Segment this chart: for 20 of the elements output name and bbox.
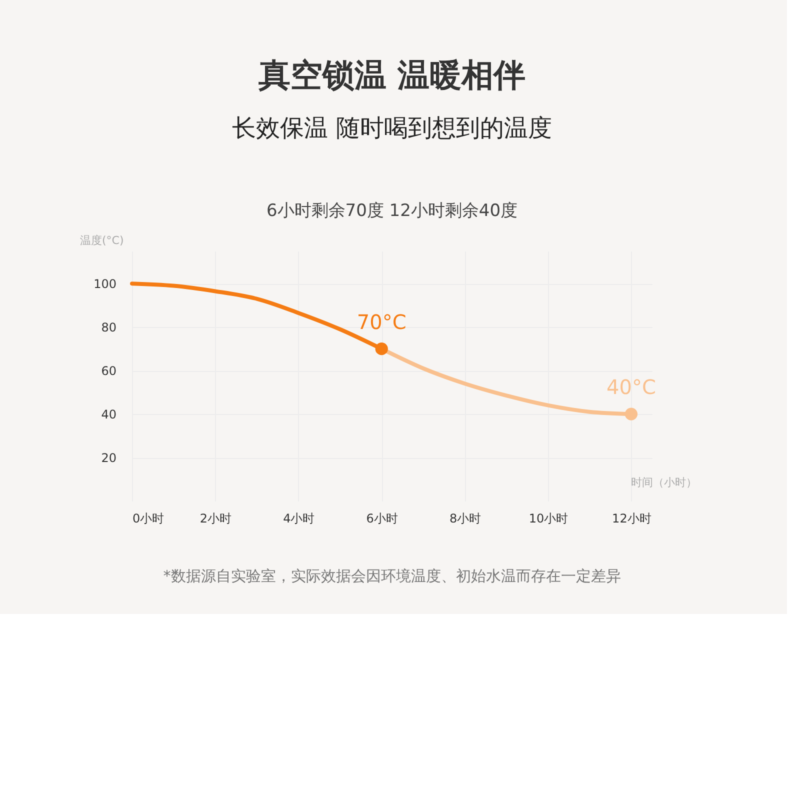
y-tick-label: 80 [101, 320, 116, 335]
y-tick-label: 40 [101, 408, 116, 422]
text: *数据源自实验室，实际效据会因环境温度、初始水温而存在一定差异 [163, 567, 621, 585]
x-tick-label: 12小时 [612, 512, 652, 526]
y-tick-label: 60 [101, 364, 116, 378]
annotation: 40°C [606, 375, 656, 400]
x-axis-title: 时间（小时） [631, 476, 697, 489]
annotation: 70°C [356, 310, 406, 334]
x-tick-label: 8小时 [449, 512, 482, 526]
y-axis-title: 温度(°C) [80, 234, 124, 247]
x-tick-label: 6小时 [366, 512, 398, 526]
x-tick-label: 0小时 [132, 512, 164, 526]
x-tick-label: 2小时 [200, 512, 232, 526]
y-tick-label: 20 [101, 451, 116, 466]
chart-subtitle: 长效保温 随时喝到想到的温度 [232, 114, 552, 142]
x-tick-label: 10小时 [528, 512, 568, 526]
chart-title: 真空锁温 温暖相伴 [257, 56, 526, 94]
x-tick-label: 4小时 [283, 512, 315, 526]
y-tick-label: 100 [94, 277, 116, 292]
text: 6小时剩余70度 12小时剩余40度 [266, 201, 518, 221]
